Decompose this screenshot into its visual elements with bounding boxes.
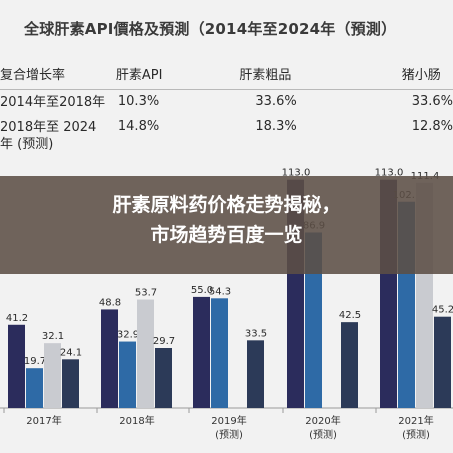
- data-label: 24.1: [60, 347, 82, 358]
- x-tick-label: 2020年: [305, 414, 340, 427]
- data-label: 32.1: [42, 331, 64, 342]
- bar: [119, 341, 136, 408]
- bar: [193, 296, 210, 408]
- bar: [26, 368, 43, 408]
- bar: [305, 232, 322, 408]
- data-label: 41.2: [6, 313, 28, 324]
- bar: [137, 299, 154, 408]
- row-value: 14.8%: [117, 119, 160, 134]
- bar: [101, 309, 118, 408]
- headline-overlay: [0, 176, 453, 274]
- header-cagr: 复合增长率: [0, 58, 110, 90]
- row-label: 2018年至 2024 年 (预测): [0, 120, 97, 152]
- row-value: 33.6%: [411, 94, 453, 109]
- x-tick-label: (预测): [215, 428, 243, 441]
- x-tick-label: 2017年: [26, 414, 61, 427]
- growth-rate-table: 复合增长率 肝素API 肝素粗品 猪小肠 2014年至2018年 10.3% 3…: [0, 58, 453, 157]
- table-row: 2014年至2018年 10.3% 33.6% 33.6%: [0, 90, 453, 116]
- headline-text: 肝素原料药价格走势揭秘， 市场趋势百度一览: [0, 190, 453, 250]
- header-crude: 肝素粗品: [199, 58, 368, 90]
- table-row: 2018年至 2024 年 (预测) 14.8% 18.3% 12.8%: [0, 115, 453, 157]
- row-value: 10.3%: [117, 94, 160, 109]
- x-tick-label: (预测): [402, 428, 430, 441]
- x-tick-label: 2021年: [398, 414, 433, 427]
- data-label: 33.5: [245, 328, 267, 339]
- data-label: 19.7: [24, 356, 46, 367]
- data-label: 42.5: [339, 310, 361, 321]
- bar: [44, 343, 61, 408]
- x-tick-label: 2019年: [211, 414, 246, 427]
- data-label: 32.9: [117, 330, 139, 341]
- data-label: 29.7: [153, 336, 175, 347]
- headline-line-1: 肝素原料药价格走势揭秘，: [112, 194, 341, 216]
- x-tick-label: (预测): [309, 428, 337, 441]
- data-label: 113.0: [282, 168, 311, 179]
- bar: [155, 348, 172, 408]
- data-label: 54.3: [209, 286, 231, 297]
- header-api: 肝素API: [109, 58, 200, 90]
- bar: [211, 298, 228, 408]
- row-label: 2014年至2018年: [0, 95, 106, 110]
- bar: [434, 316, 451, 408]
- data-label: 48.8: [99, 297, 121, 308]
- data-label: 45.2: [432, 305, 453, 316]
- chart-title: 全球肝素API價格及預測（2014年至2024年（預測）: [24, 20, 397, 38]
- bar: [62, 359, 79, 408]
- data-label: 113.0: [375, 168, 404, 179]
- bar: [341, 322, 358, 408]
- row-value: 18.3%: [255, 119, 297, 134]
- x-tick-label: 2018年: [119, 414, 154, 427]
- data-label: 55.0: [191, 285, 213, 296]
- bar: [8, 324, 25, 408]
- headline-line-2: 市场趋势百度一览: [150, 224, 303, 246]
- row-value: 33.6%: [255, 94, 297, 109]
- bar: [247, 340, 264, 408]
- table-header-row: 复合增长率 肝素API 肝素粗品 猪小肠: [0, 58, 453, 90]
- header-intestine: 猪小肠: [367, 58, 453, 90]
- row-value: 12.8%: [411, 119, 453, 134]
- data-label: 53.7: [135, 288, 157, 299]
